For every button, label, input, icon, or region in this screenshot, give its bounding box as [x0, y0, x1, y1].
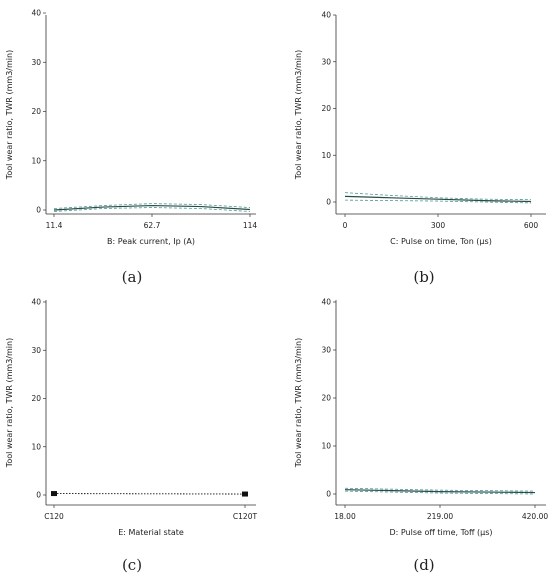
y-tick-label: 0	[36, 491, 41, 500]
x-tick-label: 62.7	[144, 221, 161, 230]
panel-label: (b)	[413, 268, 434, 286]
y-tick-label: 10	[321, 151, 331, 160]
panel-label: (a)	[122, 268, 143, 286]
x-tick-label: 300	[431, 221, 446, 230]
chart-panel-3: 0 10 20 30 40 C120 C120T E: Material state Tool …	[5, 298, 257, 574]
chart-panel-1: 0 10 20 30 40 11.4 62.7 114 B: Peak current, Ip …	[5, 9, 257, 286]
x-tick-label: 11.4	[46, 221, 63, 230]
y-tick-label: 20	[321, 104, 331, 113]
x-tick-label: 219.00	[427, 512, 453, 521]
y-tick-label: 20	[31, 394, 41, 403]
x-tick-label: 600	[524, 221, 539, 230]
y-tick-label: 40	[31, 9, 41, 18]
x-axis-label: C: Pulse on time, Ton (µs)	[390, 237, 492, 246]
y-tick-label: 40	[321, 11, 331, 20]
y-tick-label: 30	[31, 58, 41, 67]
y-tick-label: 40	[321, 298, 331, 307]
y-tick-label: 10	[321, 442, 331, 451]
x-tick-label: C120	[44, 512, 64, 521]
x-axis-label: B: Peak current, Ip (A)	[107, 237, 195, 246]
data-point-marker	[51, 491, 57, 496]
y-tick-label: 20	[321, 394, 331, 403]
y-axis-label: Tool wear ratio, TWR (mm3/min)	[294, 338, 303, 468]
y-tick-label: 30	[321, 57, 331, 66]
x-tick-label: 420.00	[522, 512, 548, 521]
x-tick-label: 18.00	[334, 512, 356, 521]
y-tick-label: 10	[31, 442, 41, 451]
panel-label: (c)	[122, 556, 142, 574]
y-tick-label: 10	[31, 156, 41, 165]
y-tick-label: 0	[36, 206, 41, 215]
y-axis-label: Tool wear ratio, TWR (mm3/min)	[5, 50, 14, 180]
panel-label: (d)	[413, 556, 434, 574]
y-tick-label: 40	[31, 298, 41, 307]
x-axis-label: D: Pulse off time, Toff (µs)	[389, 528, 492, 537]
data-point-marker	[242, 492, 248, 497]
chart-panel-4: 0 10 20 30 40 18.00 219.00 420.00 D: Pulse off t…	[294, 298, 548, 574]
y-tick-label: 0	[326, 198, 331, 207]
y-tick-label: 0	[326, 490, 331, 499]
y-axis-label: Tool wear ratio, TWR (mm3/min)	[294, 50, 303, 180]
y-tick-label: 30	[31, 346, 41, 355]
x-tick-label: 0	[343, 221, 348, 230]
x-tick-label: 114	[243, 221, 258, 230]
x-axis-label: E: Material state	[118, 528, 184, 537]
y-tick-label: 30	[321, 346, 331, 355]
y-tick-label: 20	[31, 107, 41, 116]
chart-panel-2: 0 10 20 30 40 0 300 600 C: Pulse on time, Ton (µ…	[294, 11, 546, 286]
y-axis-label: Tool wear ratio, TWR (mm3/min)	[5, 338, 14, 468]
x-tick-label: C120T	[233, 512, 258, 521]
